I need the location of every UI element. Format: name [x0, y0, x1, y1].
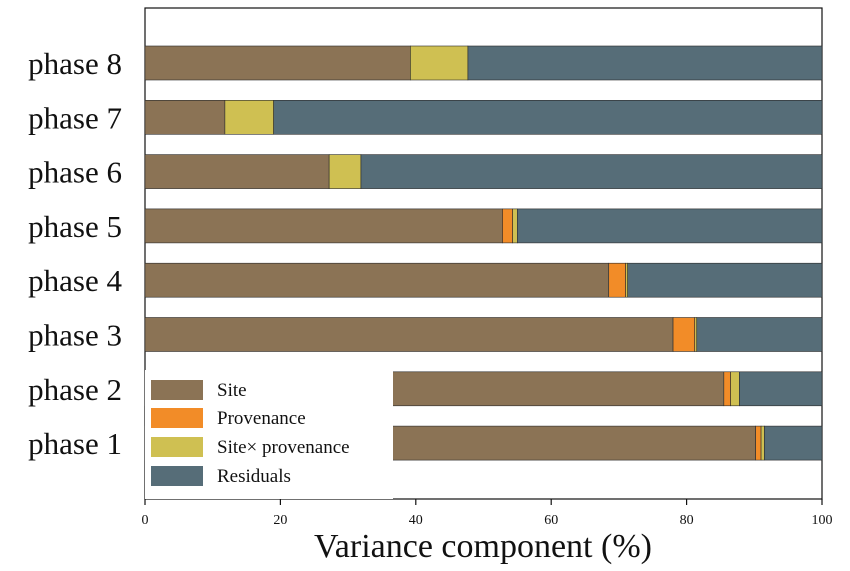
bar-phase-3-series-3: [694, 317, 698, 352]
bar-phase-5-series-4: [517, 208, 823, 244]
legend-swatch: [151, 466, 203, 486]
bar-phase-7-series-4: [273, 100, 823, 135]
x-axis: 0 20 40 60 80 100: [142, 499, 833, 528]
x-axis-title: Variance component (%): [314, 528, 652, 565]
category-label: phase 3: [28, 318, 122, 353]
bar-phase-6-series-1: [144, 154, 330, 189]
bar-phase-3-series-2: [672, 317, 696, 352]
bar-phase-7-series-3: [224, 100, 274, 135]
x-tick-label: 100: [812, 513, 833, 528]
bar-phase-3-series-1: [144, 317, 674, 352]
legend-label: Site× provenance: [217, 437, 350, 458]
x-tick-label: 0: [142, 513, 149, 528]
bar-phase-4-series-4: [627, 262, 823, 298]
x-tick-label: 60: [544, 513, 558, 528]
legend-label: Provenance: [217, 408, 306, 429]
bar-phase-5-series-1: [144, 208, 503, 244]
x-tick-label: 80: [680, 513, 694, 528]
x-tick-label: 40: [409, 513, 423, 528]
category-label: phase 2: [28, 372, 122, 407]
bar-phase-6-series-4: [360, 154, 823, 189]
category-label: phase 4: [28, 263, 122, 298]
category-label: phase 5: [28, 209, 122, 244]
bar-phase-8-series-4: [467, 45, 823, 81]
category-label: phase 7: [28, 100, 122, 135]
bar-phase-1-series-2: [755, 425, 762, 461]
bar-phase-2-series-2: [723, 371, 731, 407]
bar-phase-5-series-2: [502, 208, 513, 244]
legend: Site Provenance Site× provenance Residuals: [145, 370, 393, 499]
legend-swatch: [151, 408, 203, 428]
bar-phase-6-series-3: [328, 154, 362, 189]
legend-label: Residuals: [217, 466, 291, 487]
category-label: phase 1: [28, 426, 122, 461]
bar-phase-2-series-3: [730, 371, 740, 407]
bar-phase-4-series-3: [625, 262, 629, 298]
legend-label: Site: [217, 380, 247, 401]
category-label: phase 6: [28, 155, 122, 190]
bar-phase-3-series-4: [696, 317, 823, 352]
bar-phase-4-series-2: [608, 262, 626, 298]
category-label: phase 8: [28, 46, 122, 81]
bar-phase-8-series-1: [144, 45, 411, 81]
bar-phase-8-series-3: [410, 45, 469, 81]
bar-phase-1-series-3: [760, 425, 765, 461]
bar-phase-5-series-3: [512, 208, 518, 244]
bar-phase-7-series-1: [144, 100, 226, 135]
x-tick-label: 20: [273, 513, 287, 528]
bar-phase-1-series-4: [764, 425, 823, 461]
bar-phase-2-series-4: [739, 371, 823, 407]
category-labels: phase 8 phase 7 phase 6 phase 5 phase 4 phase…: [28, 46, 122, 461]
legend-swatch: [151, 380, 203, 400]
legend-swatch: [151, 437, 203, 457]
bar-phase-4-series-1: [144, 262, 610, 298]
